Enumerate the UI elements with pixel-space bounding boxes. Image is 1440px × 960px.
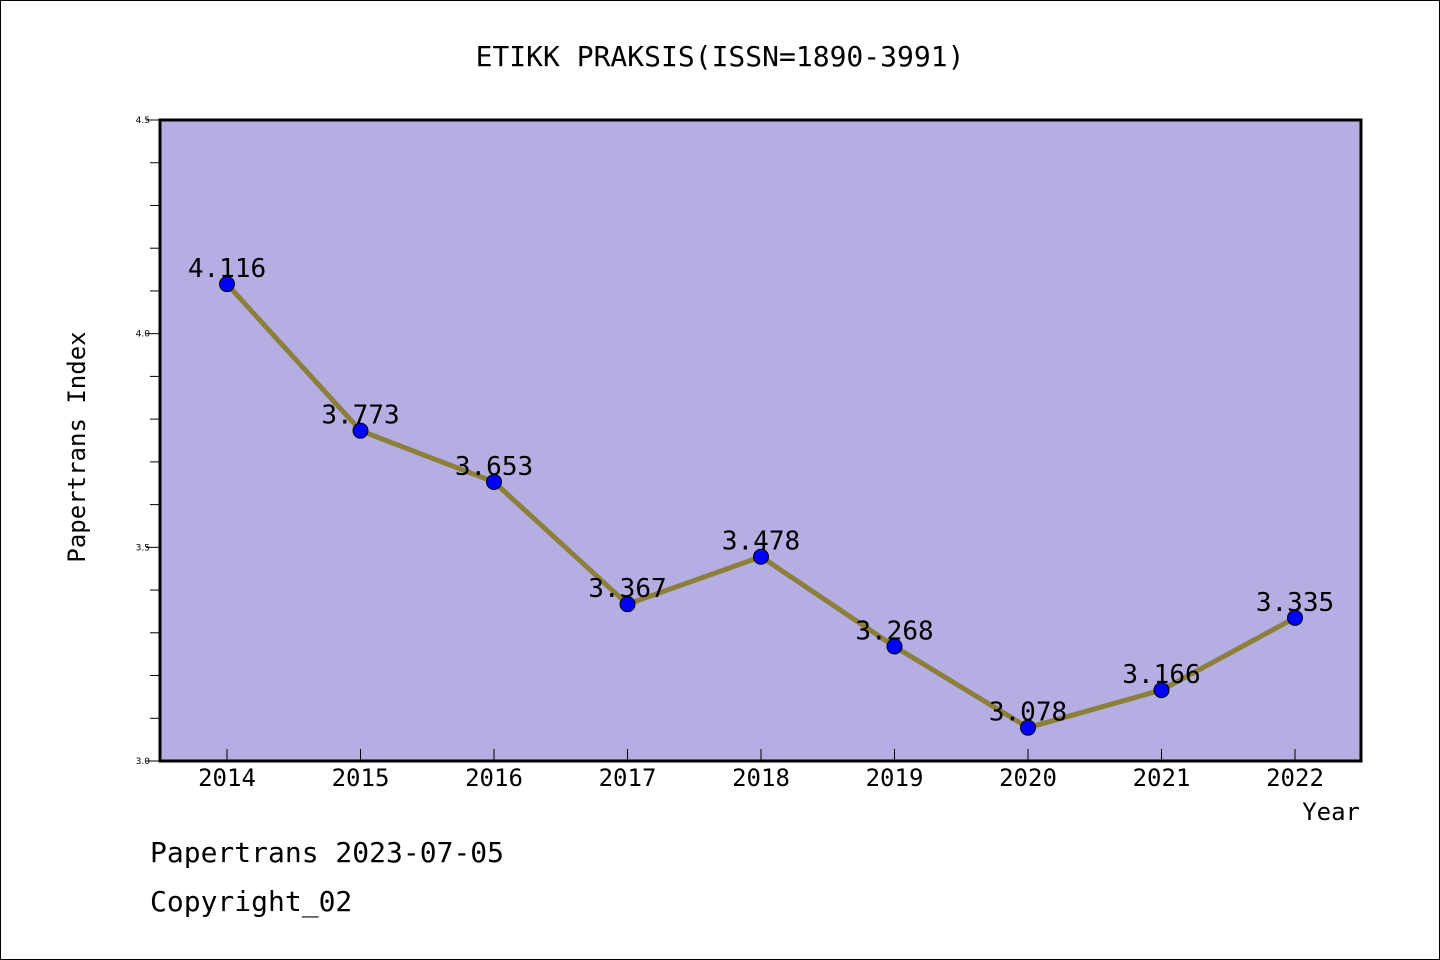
data-point xyxy=(753,548,769,565)
data-label: 3.653 xyxy=(455,452,533,482)
data-label: 4.116 xyxy=(188,254,266,284)
y-tick-label: 3.5 xyxy=(136,543,150,553)
y-tick-label: 3.0 xyxy=(136,757,151,767)
y-axis-ticks: 3.0 3.5 4.0 4.5 xyxy=(136,116,160,767)
data-label: 3.268 xyxy=(855,616,933,646)
x-axis-label: Year xyxy=(1302,798,1360,826)
footer-copyright: Copyright_02 xyxy=(150,885,353,918)
y-tick-label: 4.0 xyxy=(136,330,151,340)
data-labels: 4.116 3.773 3.653 3.367 3.478 3.268 3.078 3.166… xyxy=(188,254,1334,728)
data-label: 3.367 xyxy=(588,574,666,604)
data-label: 3.773 xyxy=(321,401,399,431)
plot-border xyxy=(158,118,1363,763)
data-point xyxy=(1287,609,1303,626)
x-tick-label: 2017 xyxy=(599,764,657,792)
data-point xyxy=(352,422,369,439)
x-tick-label: 2016 xyxy=(465,764,523,792)
y-tick-label: 4.5 xyxy=(136,116,150,126)
data-point xyxy=(486,473,502,490)
data-label: 3.478 xyxy=(722,527,800,557)
x-axis-ticks: 2014 2015 2016 2017 2018 2019 2020 2021 2022 xyxy=(198,749,1324,792)
data-label: 3.078 xyxy=(989,698,1067,728)
data-label: 3.166 xyxy=(1122,660,1200,690)
x-tick-label: 2018 xyxy=(732,764,790,792)
data-point xyxy=(1153,682,1170,699)
x-tick-label: 2022 xyxy=(1266,764,1324,792)
x-tick-label: 2015 xyxy=(332,764,390,792)
y-minor-ticks xyxy=(150,162,160,719)
x-tick-label: 2021 xyxy=(1133,764,1191,792)
data-point xyxy=(1020,719,1036,736)
x-tick-label: 2014 xyxy=(198,764,256,792)
x-tick-label: 2020 xyxy=(999,764,1057,792)
x-tick-label: 2019 xyxy=(866,764,924,792)
y-axis-label: Papertrans Index xyxy=(63,331,91,562)
plot-area xyxy=(160,120,1361,761)
chart-title: ETIKK PRAKSIS(ISSN=1890-3991) xyxy=(476,40,965,73)
data-point xyxy=(886,638,903,655)
data-point xyxy=(619,596,636,613)
footer-date: Papertrans 2023-07-05 xyxy=(150,836,505,869)
data-point xyxy=(219,276,235,293)
data-label: 3.335 xyxy=(1256,588,1334,618)
data-points xyxy=(219,276,1303,736)
